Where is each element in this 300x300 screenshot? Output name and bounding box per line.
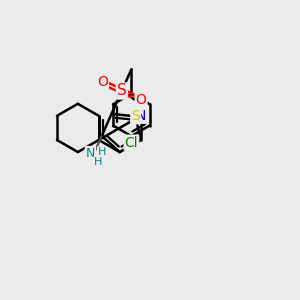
Text: O: O <box>97 75 108 89</box>
Text: H: H <box>94 157 103 167</box>
Text: N: N <box>135 109 146 123</box>
Text: Cl: Cl <box>124 136 138 150</box>
Text: S: S <box>131 110 140 123</box>
Text: N: N <box>86 147 95 160</box>
Text: O: O <box>136 93 146 106</box>
Text: H: H <box>98 147 106 157</box>
Text: S: S <box>117 83 127 98</box>
